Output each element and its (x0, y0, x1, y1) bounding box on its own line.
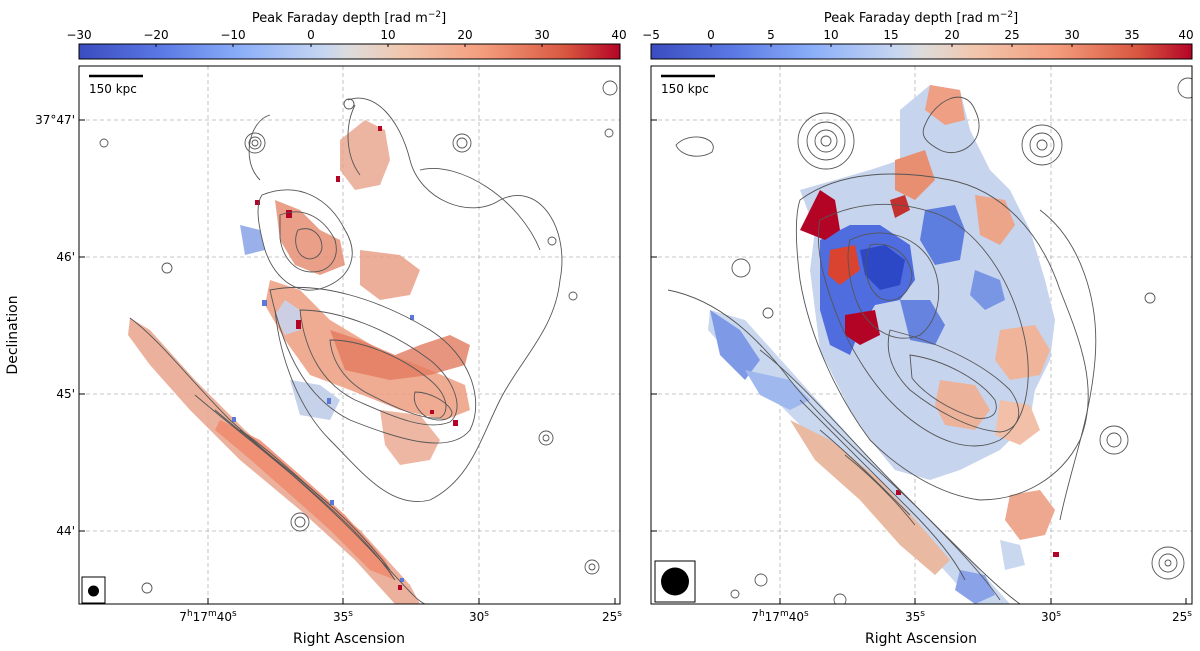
right-cbar-tick: 35 (1124, 28, 1139, 42)
left-cbar-tick: 20 (457, 28, 472, 42)
right-contours (667, 96, 1097, 604)
right-colorbar-label: Peak Faraday depth [rad m−2] (824, 10, 1018, 26)
right-x-tick: 35s (905, 609, 925, 624)
left-x-axis-label: Right Ascension (293, 631, 405, 647)
right-scale-bar: 150 kpc (661, 74, 715, 96)
right-x-tick: 30s (1041, 609, 1061, 624)
right-x-axis-label: Right Ascension (865, 631, 977, 647)
left-y-tick: 45' (56, 387, 75, 401)
right-panel: Peak Faraday depth [rad m−2] −5 0 5 10 1… (642, 10, 1194, 647)
left-scale-bar: 150 kpc (89, 74, 143, 96)
left-y-tick-labels: 37°47' 46' 45' 44' (35, 113, 75, 538)
left-contours (129, 97, 563, 604)
left-cbar-tick: 40 (611, 28, 626, 42)
left-cbar-tick: −30 (66, 28, 91, 42)
right-cbar-tick: 25 (1004, 28, 1019, 42)
right-cbar-tick: 10 (823, 28, 838, 42)
right-cbar-tick: 5 (767, 28, 775, 42)
right-cbar-tick: 20 (944, 28, 959, 42)
right-plot-frame (650, 65, 1193, 605)
left-scale-bar-label: 150 kpc (89, 82, 137, 96)
left-x-tick: 7h17m40s (179, 609, 237, 624)
right-x-tick: 25s (1172, 609, 1192, 624)
left-colorbar-gradient (78, 43, 621, 60)
left-y-tick: 37°47' (35, 113, 75, 127)
left-cbar-tick: 30 (534, 28, 549, 42)
right-cbar-tick: 15 (883, 28, 898, 42)
right-cbar-tick: 30 (1064, 28, 1079, 42)
right-beam (654, 560, 696, 603)
right-scale-bar-label: 150 kpc (661, 82, 709, 96)
right-cbar-tick: −5 (642, 28, 660, 42)
right-x-tick: 7h17m40s (751, 609, 809, 624)
right-x-tick-labels: 7h17m40s 35s 30s 25s (751, 609, 1192, 624)
left-cbar-tick: 0 (307, 28, 315, 42)
left-beam (81, 576, 106, 604)
right-colorbar: Peak Faraday depth [rad m−2] −5 0 5 10 1… (642, 10, 1194, 60)
left-cbar-tick: 10 (380, 28, 395, 42)
right-compact-sources (675, 77, 1192, 604)
left-cbar-tick: −20 (143, 28, 168, 42)
right-cbar-tick: 0 (707, 28, 715, 42)
left-panel: Peak Faraday depth [rad m−2] −30 −20 −10… (5, 10, 627, 647)
left-x-tick-labels: 7h17m40s 35s 30s 25s (179, 609, 622, 624)
left-y-tick: 46' (56, 250, 75, 264)
left-y-tick: 44' (56, 524, 75, 538)
right-faraday-map (708, 85, 1059, 604)
left-y-axis-label: Declination (5, 295, 21, 374)
right-colorbar-gradient (650, 43, 1193, 60)
left-cbar-tick: −10 (220, 28, 245, 42)
left-colorbar-label: Peak Faraday depth [rad m−2] (252, 10, 446, 26)
left-x-tick: 30s (469, 609, 489, 624)
left-plot-frame (78, 65, 621, 605)
left-compact-sources (99, 80, 618, 594)
right-cbar-tick: 40 (1178, 28, 1193, 42)
right-colorbar-tick-labels: −5 0 5 10 15 20 25 30 35 40 (642, 28, 1193, 42)
left-colorbar: Peak Faraday depth [rad m−2] −30 −20 −10… (66, 10, 627, 60)
left-colorbar-tick-labels: −30 −20 −10 0 10 20 30 40 (66, 28, 626, 42)
left-x-tick: 25s (602, 609, 622, 624)
left-x-tick: 35s (333, 609, 353, 624)
